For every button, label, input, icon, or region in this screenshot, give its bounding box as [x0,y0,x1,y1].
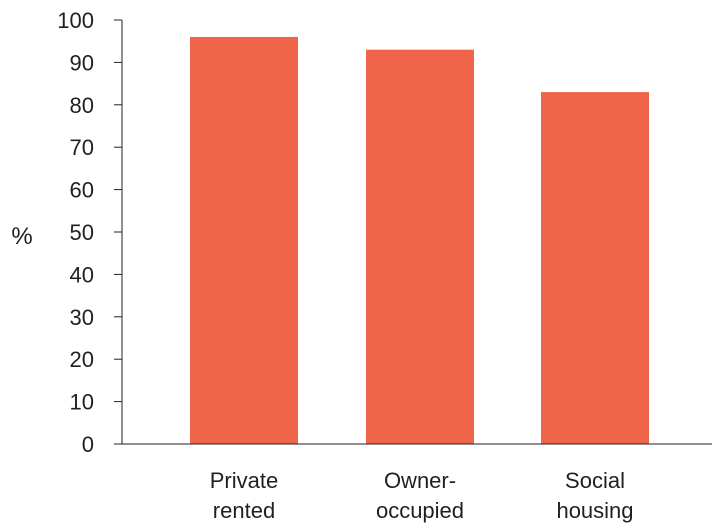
y-axis-ticks: 0 10 20 30 40 50 60 70 80 90 100 [57,8,122,457]
y-tick-label: 10 [70,390,94,415]
y-tick-label: 70 [70,135,94,160]
y-axis-label: % [11,223,32,250]
bar [541,92,649,444]
x-category-label: rented [213,498,275,523]
x-axis-labels: Private rented Owner-occupied Social housing [210,468,634,523]
x-category-label: Private [210,468,278,493]
y-tick-label: 40 [70,262,94,287]
bars [190,36,649,445]
bar [366,49,474,445]
y-tick-label: 20 [70,347,94,372]
y-tick-label: 80 [70,93,94,118]
y-tick-label: 50 [70,220,94,245]
y-tick-label: 30 [70,305,94,330]
x-category-label: Owner- [384,468,456,493]
y-tick-label: 0 [82,432,94,457]
y-tick-label: 100 [57,8,94,33]
y-tick-label: 90 [70,50,94,75]
x-category-label: housing [556,498,633,523]
bar [190,36,298,445]
y-tick-label: 60 [70,178,94,203]
x-category-label: Social [565,468,625,493]
x-category-label: occupied [376,498,464,523]
